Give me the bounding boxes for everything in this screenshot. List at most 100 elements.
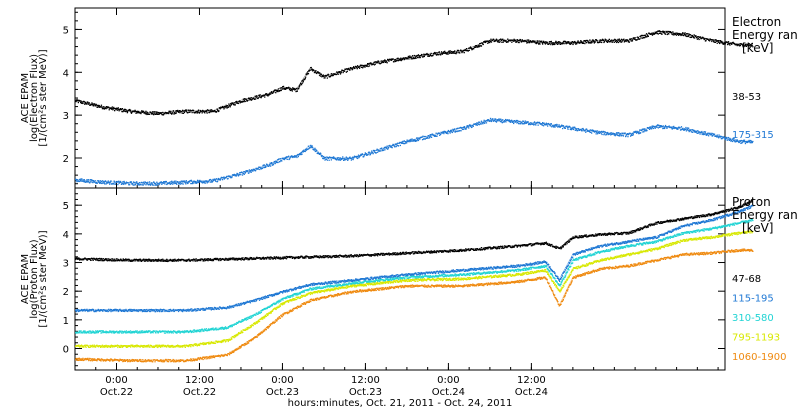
electron-data-point [662,32,664,34]
proton-data-point [595,235,597,237]
electron-data-point [589,39,591,41]
proton-data-point [249,256,251,259]
electron-data-point [205,109,207,112]
proton-data-point [294,258,296,260]
electron-data-point [398,58,401,61]
electron-data-point [712,135,714,137]
proton-data-point [360,254,362,256]
electron-data-point [91,102,93,104]
electron-data-point [156,113,158,115]
proton-data-point [355,255,357,258]
electron-data-point [413,57,415,60]
proton-data-point [90,310,93,312]
electron-data-point [489,120,491,122]
electron-data-point [651,125,653,127]
electron-data-point [547,122,550,125]
proton-data-point [193,309,196,311]
electron-data-point [654,126,656,128]
electron-data-point [309,147,311,149]
proton-data-point [465,249,468,251]
electron-data-point [348,67,350,70]
proton-data-point [131,259,133,261]
electron-data-point [679,33,681,35]
electron-data-point [478,121,480,123]
proton-data-point [451,250,454,253]
proton-data-point [396,254,399,256]
electron-data-point [83,101,85,103]
electron-data-point [279,160,281,163]
electron-legend-title: Electron [732,15,781,29]
electron-data-point [349,67,352,69]
electron-data-point [685,126,687,129]
proton-data-point [97,309,99,311]
electron-data-point [734,141,736,143]
proton-data-point [231,257,234,259]
electron-data-point [413,54,415,57]
electron-data-point [727,137,730,139]
electron-data-point [563,43,565,45]
electron-data-point [712,133,714,135]
electron-data-point [752,140,754,143]
electron-data-point [664,124,667,127]
electron-data-point [640,132,642,134]
proton-data-point [572,236,574,238]
proton-data-point [497,247,499,250]
electron-data-point [103,182,105,184]
electron-data-point [729,138,732,140]
electron-data-point [153,182,156,185]
proton-data-point [645,226,647,228]
electron-data-point [550,40,552,43]
electron-data-point [235,174,237,176]
electron-data-point [401,59,403,61]
electron-data-point [269,162,271,164]
electron-data-point [709,132,711,134]
electron-data-point [263,164,265,166]
proton-data-point [179,259,181,262]
electron-data-point [331,74,333,77]
electron-data-point [110,180,112,182]
electron-data-point [516,40,518,42]
electron-data-point [440,54,442,56]
electron-data-point [400,59,402,62]
proton-data-point [531,243,533,245]
electron-data-point [521,39,523,41]
electron-data-point [537,42,539,44]
proton-data-point [116,258,118,260]
electron-data-point [276,161,278,164]
electron-data-point [733,138,735,140]
electron-data-point [304,150,306,153]
electron-data-point [591,132,593,134]
electron-data-point [617,41,620,44]
electron-data-point [106,182,108,184]
proton-data-point [81,310,84,312]
proton-data-point [469,249,472,251]
electron-data-point [751,44,753,47]
electron-data-point [84,102,86,104]
electron-data-point [324,77,326,79]
electron-data-point [481,42,483,44]
proton-data-point [120,309,122,311]
proton-data-point [557,246,559,248]
electron-data-point [496,119,498,121]
electron-data-point [712,39,714,41]
electron-data-point [213,110,215,113]
electron-data-point [432,54,434,57]
electron-data-point [330,73,332,75]
proton-data-point [294,256,296,259]
proton-data-point [416,252,418,254]
proton-data-point [286,255,288,258]
electron-data-point [607,39,610,42]
electron-data-point [718,134,720,136]
electron-data-point [509,120,511,122]
electron-data-point [153,114,155,116]
electron-data-point [574,129,576,131]
electron-data-point [537,124,539,126]
electron-data-point [507,38,509,40]
proton-data-point [422,251,425,254]
proton-data-point [476,248,478,250]
electron-data-point [445,131,447,134]
electron-data-point [454,128,456,130]
proton-data-point [646,226,648,229]
electron-data-point [658,124,660,127]
